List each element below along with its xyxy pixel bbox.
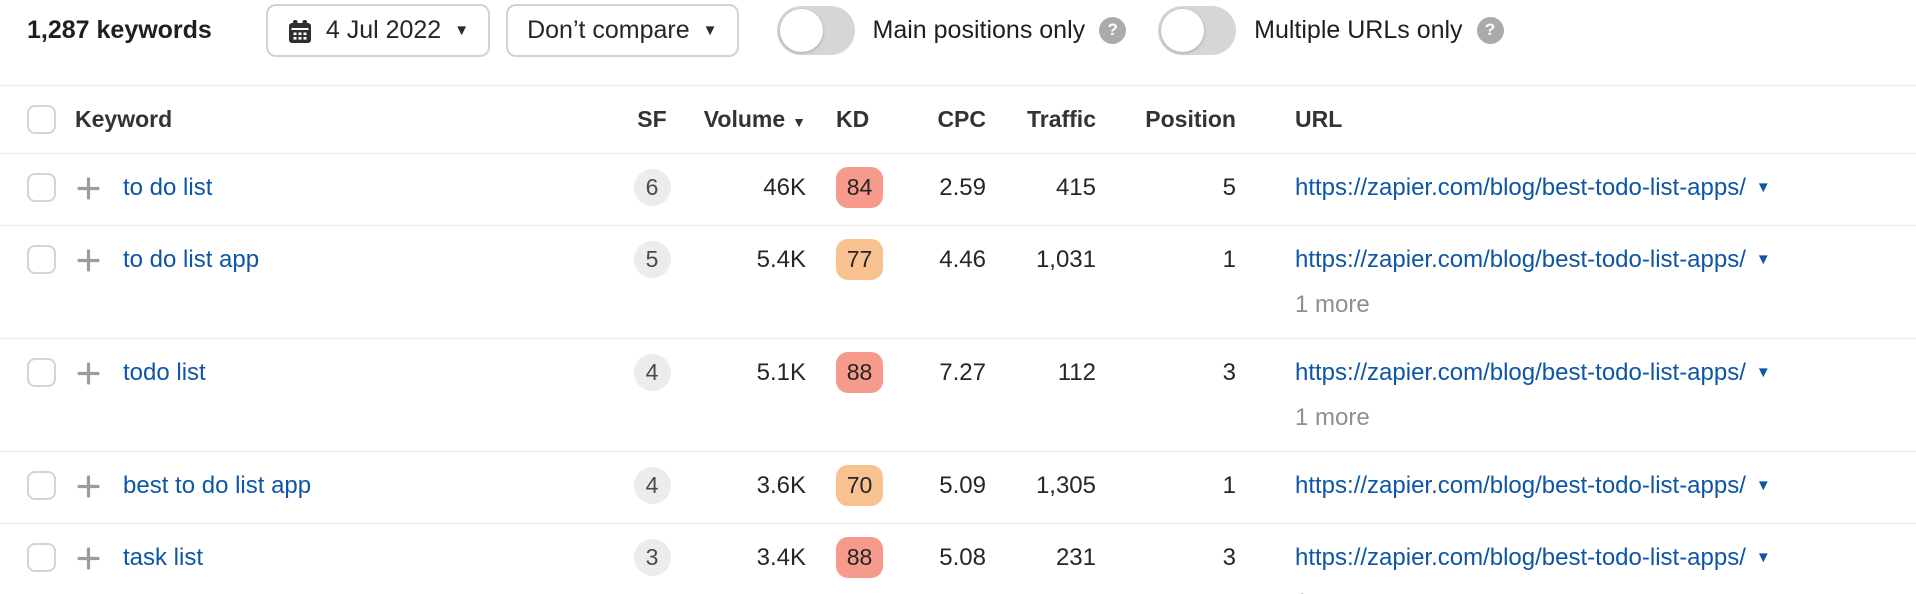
position-value: 5 — [1222, 174, 1236, 201]
date-picker-button[interactable]: 4 Jul 2022 ▼ — [265, 3, 491, 57]
column-header-keyword[interactable]: Keyword — [75, 106, 173, 132]
position-value: 3 — [1222, 544, 1236, 571]
traffic-value: 1,305 — [1035, 472, 1096, 499]
position-value: 1 — [1222, 246, 1236, 273]
volume-value: 5.4K — [756, 246, 806, 273]
keyword-link[interactable]: task list — [123, 544, 204, 571]
cpc-value: 5.09 — [939, 472, 986, 499]
row-checkbox[interactable] — [27, 245, 56, 274]
volume-value: 3.6K — [756, 472, 806, 499]
keywords-table: Keyword SF Volume ▼ KD CPC Traffic Positi… — [0, 85, 1916, 594]
table-row: to do list app 5 5.4K 77 4.46 1,031 1 ht… — [0, 225, 1916, 338]
url-link[interactable]: https://zapier.com/blog/best-todo-list-a… — [1295, 472, 1746, 499]
row-checkbox[interactable] — [27, 173, 56, 202]
compare-mode-button[interactable]: Don’t compare ▼ — [506, 3, 739, 57]
chevron-down-icon: ▼ — [702, 21, 718, 39]
add-icon[interactable] — [75, 360, 103, 387]
volume-header-label: Volume — [703, 106, 786, 132]
url-more-label: 1 more — [1295, 404, 1370, 431]
date-label: 4 Jul 2022 — [325, 15, 442, 44]
column-header-url[interactable]: URL — [1295, 106, 1343, 132]
help-icon[interactable]: ? — [1099, 16, 1127, 44]
traffic-value: 1,031 — [1035, 246, 1096, 273]
traffic-value: 112 — [1057, 359, 1096, 386]
add-icon[interactable] — [75, 175, 103, 202]
url-expand-caret-icon[interactable]: ▼ — [1755, 179, 1771, 196]
calendar-icon — [287, 19, 313, 45]
url-link[interactable]: https://zapier.com/blog/best-todo-list-a… — [1295, 174, 1746, 201]
sf-badge: 4 — [633, 354, 671, 391]
kd-badge: 88 — [836, 352, 883, 393]
traffic-value: 415 — [1055, 174, 1096, 201]
help-icon[interactable]: ? — [1476, 16, 1504, 44]
column-header-traffic[interactable]: Traffic — [1026, 106, 1096, 132]
table-body: to do list 6 46K 84 2.59 415 5 https://z… — [0, 153, 1916, 594]
chevron-down-icon: ▼ — [454, 21, 470, 39]
url-more-label: 1 more — [1295, 291, 1370, 318]
keyword-link[interactable]: best to do list app — [123, 472, 312, 499]
cpc-value: 2.59 — [939, 174, 986, 201]
add-icon[interactable] — [75, 247, 103, 274]
position-value: 1 — [1222, 472, 1236, 499]
table-row: task list 3 3.4K 88 5.08 231 3 https://z… — [0, 523, 1916, 594]
cpc-value: 7.27 — [939, 359, 986, 386]
table-row: best to do list app 4 3.6K 70 5.09 1,305… — [0, 451, 1916, 523]
multiple-urls-label: Multiple URLs only — [1254, 15, 1463, 44]
keyword-link[interactable]: to do list — [123, 174, 213, 201]
column-header-sf[interactable]: SF — [637, 106, 667, 132]
column-header-volume[interactable]: Volume ▼ — [687, 106, 806, 133]
kd-badge: 88 — [836, 537, 883, 578]
url-expand-caret-icon[interactable]: ▼ — [1755, 549, 1771, 566]
keywords-count: 1,287 keywords — [27, 15, 212, 44]
sort-desc-icon: ▼ — [792, 114, 806, 130]
column-header-position[interactable]: Position — [1145, 106, 1236, 132]
sf-badge: 4 — [633, 467, 671, 504]
toggle-knob — [1161, 8, 1205, 52]
main-positions-toggle[interactable] — [776, 5, 855, 55]
compare-mode-label: Don’t compare — [527, 15, 690, 44]
url-expand-caret-icon[interactable]: ▼ — [1755, 251, 1771, 268]
sf-badge: 6 — [633, 169, 671, 206]
kd-badge: 70 — [836, 465, 883, 506]
add-icon[interactable] — [75, 545, 103, 572]
kd-badge: 84 — [836, 167, 883, 208]
url-link[interactable]: https://zapier.com/blog/best-todo-list-a… — [1295, 246, 1746, 273]
table-row: todo list 4 5.1K 88 7.27 112 3 https://z… — [0, 338, 1916, 451]
multiple-urls-toggle[interactable] — [1158, 5, 1237, 55]
table-header-row: Keyword SF Volume ▼ KD CPC Traffic Positi… — [0, 86, 1916, 153]
url-expand-caret-icon[interactable]: ▼ — [1755, 364, 1771, 381]
sf-badge: 3 — [633, 539, 671, 576]
url-link[interactable]: https://zapier.com/blog/best-todo-list-a… — [1295, 359, 1746, 386]
position-value: 3 — [1222, 359, 1236, 386]
keyword-link[interactable]: to do list app — [123, 246, 260, 273]
column-header-kd[interactable]: KD — [836, 106, 870, 132]
traffic-value: 231 — [1055, 544, 1096, 571]
volume-value: 5.1K — [756, 359, 806, 386]
volume-value: 46K — [763, 174, 806, 201]
table-row: to do list 6 46K 84 2.59 415 5 https://z… — [0, 153, 1916, 225]
volume-value: 3.4K — [756, 544, 806, 571]
url-expand-caret-icon[interactable]: ▼ — [1755, 477, 1771, 494]
toolbar: 1,287 keywords 4 Jul 2022 ▼ Don’t compar… — [0, 0, 1916, 85]
cpc-value: 4.46 — [939, 246, 986, 273]
row-checkbox[interactable] — [27, 358, 56, 387]
url-link[interactable]: https://zapier.com/blog/best-todo-list-a… — [1295, 544, 1746, 571]
kd-badge: 77 — [836, 239, 883, 280]
row-checkbox[interactable] — [27, 543, 56, 572]
keyword-link[interactable]: todo list — [123, 359, 206, 386]
row-checkbox[interactable] — [27, 471, 56, 500]
select-all-checkbox[interactable] — [27, 105, 56, 134]
cpc-value: 5.08 — [939, 544, 986, 571]
url-more-label: 1 more — [1295, 586, 1916, 594]
toggle-knob — [779, 8, 823, 52]
add-icon[interactable] — [75, 473, 103, 500]
main-positions-label: Main positions only — [872, 15, 1086, 44]
column-header-cpc[interactable]: CPC — [937, 106, 986, 132]
sf-badge: 5 — [633, 241, 671, 278]
